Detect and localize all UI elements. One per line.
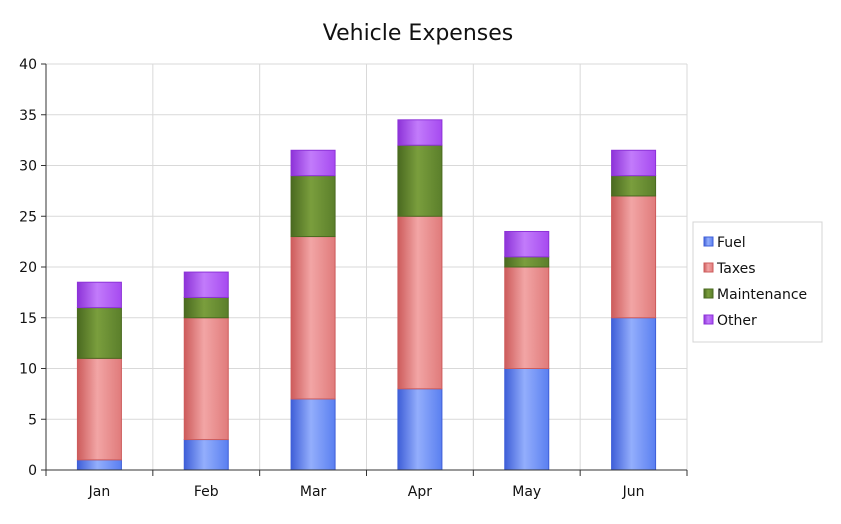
x-tick-label: May	[512, 484, 541, 500]
bar-segment-other-jan	[76, 281, 122, 309]
bars	[76, 119, 657, 471]
y-tick-label: 0	[28, 463, 37, 479]
legend-label-fuel: Fuel	[717, 235, 746, 251]
bar-segment-taxes-feb	[183, 317, 229, 441]
legend-swatch-fuel	[703, 236, 714, 247]
bar-segment-maintenance-apr	[397, 144, 443, 217]
y-tick-label: 10	[19, 362, 37, 378]
bar-segment-maintenance-jun	[611, 175, 657, 197]
y-tick-label: 35	[19, 108, 37, 124]
gridlines	[45, 63, 688, 471]
bar-segment-maintenance-feb	[183, 296, 229, 319]
y-tick-label: 40	[19, 57, 37, 73]
bar-segment-maintenance-mar	[290, 175, 336, 238]
bar-segment-other-feb	[183, 271, 229, 298]
x-tick-label: Apr	[408, 484, 432, 500]
bar-segment-taxes-jun	[611, 195, 657, 319]
bar-segment-other-apr	[397, 119, 443, 146]
legend-label-other: Other	[717, 313, 757, 329]
bar-segment-maintenance-jan	[76, 307, 122, 359]
y-tick-label: 15	[19, 311, 37, 327]
bar-segment-maintenance-may	[504, 256, 550, 268]
x-tick-label: Mar	[300, 484, 327, 500]
bar-segment-taxes-jan	[76, 357, 122, 461]
bar-segment-taxes-apr	[397, 215, 443, 390]
bar-segment-other-jun	[611, 149, 657, 177]
legend-swatch-maintenance	[703, 288, 714, 299]
legend: Fuel Taxes Maintenance Other	[692, 221, 823, 343]
y-tick-label: 30	[19, 159, 37, 175]
bar-segment-taxes-may	[504, 266, 550, 369]
bar-segment-fuel-mar	[290, 398, 336, 471]
legend-label-maintenance: Maintenance	[717, 287, 807, 303]
legend-swatch-other	[703, 314, 714, 325]
x-tick-label: Jan	[88, 484, 111, 500]
x-tick-label: Jun	[622, 484, 645, 500]
bar-segment-taxes-mar	[290, 236, 336, 400]
axes: 0 5 10 15 20 25 30 35 40 Jan Feb Mar Apr May Jun	[19, 57, 688, 500]
bar-segment-fuel-apr	[397, 388, 443, 471]
bar-segment-fuel-may	[504, 368, 550, 471]
bar-segment-fuel-jan	[76, 459, 122, 471]
chart-title: Vehicle Expenses	[323, 21, 514, 46]
bar-segment-other-may	[504, 230, 550, 258]
bar-segment-other-mar	[290, 149, 336, 177]
bar-segment-fuel-jun	[611, 317, 657, 471]
legend-box	[692, 221, 823, 343]
legend-label-taxes: Taxes	[716, 261, 756, 277]
y-tick-label: 20	[19, 260, 37, 276]
y-tick-label: 25	[19, 209, 37, 225]
legend-swatch-taxes	[703, 262, 714, 273]
bar-segment-fuel-feb	[183, 439, 229, 471]
y-tick-label: 5	[28, 412, 37, 428]
x-tick-label: Feb	[194, 484, 219, 500]
